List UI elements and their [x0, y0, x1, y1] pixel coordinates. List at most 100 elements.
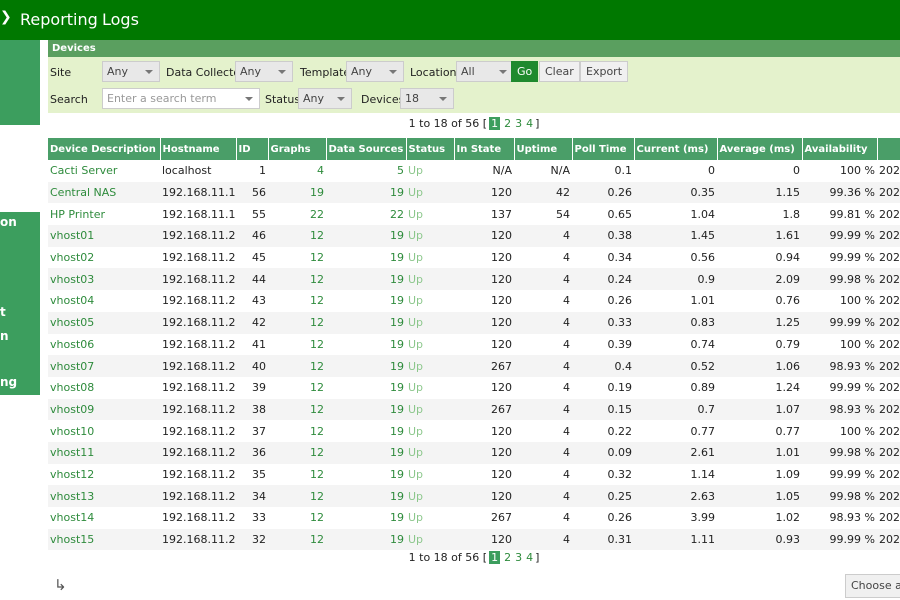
filter-select[interactable]: 18 — [400, 88, 454, 109]
table-cell: 0.9 — [634, 268, 717, 291]
filter-select[interactable]: All — [456, 61, 514, 82]
filter-select[interactable]: Any — [102, 61, 160, 82]
table-cell[interactable]: vhost06 — [50, 337, 95, 351]
column-header[interactable]: Hostname — [160, 138, 237, 160]
table-cell[interactable]: 12 — [310, 381, 324, 395]
table-cell[interactable]: 5 — [397, 164, 404, 178]
page-link[interactable]: 1 — [489, 551, 501, 564]
table-cell[interactable]: 12 — [268, 485, 326, 507]
column-header[interactable]: Graphs — [268, 138, 327, 160]
table-cell[interactable]: 12 — [268, 268, 326, 291]
table-cell[interactable]: 19 — [326, 311, 406, 334]
table-cell[interactable]: HP Printer — [50, 207, 105, 221]
table-cell[interactable]: 12 — [268, 528, 326, 551]
filter-select[interactable]: Any — [346, 61, 404, 82]
table-cell[interactable]: 4 — [317, 164, 324, 178]
table-cell[interactable]: 12 — [310, 337, 324, 351]
table-cell[interactable]: vhost01 — [48, 225, 160, 247]
column-header[interactable]: Current (ms) — [634, 138, 718, 160]
column-header[interactable]: Availability — [802, 138, 878, 160]
table-cell[interactable]: vhost11 — [48, 441, 160, 464]
menu-chevron[interactable]: ❯ — [0, 9, 12, 25]
page-link[interactable]: 3 — [515, 117, 523, 130]
table-cell[interactable]: 12 — [310, 251, 324, 265]
table-cell[interactable]: 19 — [390, 511, 404, 525]
table-cell[interactable]: Central NAS — [48, 181, 160, 204]
column-header[interactable]: In State — [454, 138, 515, 160]
filter-button[interactable]: Clear — [539, 61, 580, 82]
filter-button[interactable]: Go — [511, 61, 539, 82]
table-cell[interactable]: Cacti Server — [50, 164, 118, 178]
table-cell[interactable]: 19 — [390, 381, 404, 395]
table-cell[interactable]: 19 — [326, 485, 406, 507]
table-cell[interactable]: 19 — [326, 355, 406, 377]
page-link[interactable]: 4 — [526, 551, 534, 564]
column-header[interactable]: Poll Time — [572, 138, 635, 160]
table-cell[interactable]: 22 — [390, 207, 404, 221]
column-header[interactable]: Average (ms) — [717, 138, 803, 160]
table-cell[interactable]: 12 — [268, 398, 326, 421]
table-cell[interactable]: 19 — [268, 181, 326, 204]
sidebar-item[interactable]: on — [0, 215, 17, 229]
table-cell[interactable]: 12 — [268, 441, 326, 464]
action-select[interactable]: Choose an — [845, 574, 900, 598]
table-cell[interactable]: vhost07 — [48, 355, 160, 377]
table-cell[interactable]: 22 — [310, 207, 324, 221]
table-cell[interactable]: vhost13 — [48, 485, 160, 507]
table-cell: 202 — [879, 467, 900, 481]
table-cell[interactable]: 12 — [268, 311, 326, 334]
table-cell[interactable]: 19 — [326, 528, 406, 551]
table-cell[interactable]: 12 — [310, 294, 324, 308]
table-cell: 137 — [491, 207, 512, 221]
table-cell: 2.09 — [717, 268, 802, 291]
page-link[interactable]: 3 — [515, 551, 523, 564]
table-cell[interactable]: vhost14 — [50, 511, 95, 525]
table-cell[interactable]: vhost05 — [48, 311, 160, 334]
column-header[interactable]: Device Description — [48, 138, 161, 160]
nav-item[interactable]: Logs — [102, 10, 139, 29]
column-header[interactable]: Data Sources — [326, 138, 407, 160]
table-cell: 4 — [514, 225, 572, 247]
table-cell[interactable]: 19 — [390, 337, 404, 351]
table-cell[interactable]: 19 — [390, 424, 404, 438]
column-header[interactable]: Uptime — [514, 138, 573, 160]
table-cell[interactable]: 19 — [326, 181, 406, 204]
table-cell[interactable]: 12 — [310, 424, 324, 438]
table-cell[interactable]: 12 — [310, 467, 324, 481]
table-cell[interactable]: vhost15 — [48, 528, 160, 551]
table-cell[interactable]: vhost03 — [48, 268, 160, 291]
table-cell[interactable]: 19 — [326, 398, 406, 421]
table-cell: 45 — [252, 251, 266, 265]
table-row: vhost10 192.168.11.210 37 12 19 Up 120 4 0.22 0.7… — [48, 420, 900, 442]
column-header[interactable]: ID — [236, 138, 269, 160]
table-cell[interactable]: 19 — [326, 268, 406, 291]
page-link[interactable]: 4 — [526, 117, 534, 130]
filter-button[interactable]: Export — [580, 61, 629, 82]
table-cell[interactable]: vhost09 — [48, 398, 160, 421]
table-cell[interactable]: vhost10 — [50, 424, 95, 438]
table-cell[interactable]: vhost02 — [50, 251, 95, 265]
table-cell[interactable]: 19 — [390, 467, 404, 481]
sidebar-item[interactable]: t — [0, 305, 6, 319]
table-cell[interactable]: 12 — [268, 355, 326, 377]
column-header[interactable] — [877, 138, 900, 160]
sidebar-item[interactable]: n — [0, 329, 9, 343]
table-cell[interactable]: 19 — [390, 294, 404, 308]
nav-item[interactable]: Reporting — [20, 10, 98, 29]
search-input[interactable]: Enter a search term — [102, 88, 260, 109]
sidebar-item[interactable]: ng — [0, 375, 18, 389]
table-cell[interactable]: 19 — [390, 251, 404, 265]
table-cell[interactable]: 19 — [326, 441, 406, 464]
column-header[interactable]: Status — [406, 138, 455, 160]
page-link[interactable]: 2 — [504, 551, 512, 564]
page-link[interactable]: 1 — [489, 117, 501, 130]
table-cell[interactable]: vhost04 — [50, 294, 95, 308]
table-cell[interactable]: vhost12 — [50, 467, 95, 481]
table-cell[interactable]: vhost08 — [50, 381, 95, 395]
table-cell[interactable]: 12 — [310, 511, 324, 525]
table-cell[interactable]: 19 — [326, 225, 406, 247]
filter-select[interactable]: Any — [235, 61, 293, 82]
filter-select[interactable]: Any — [298, 88, 352, 109]
table-cell[interactable]: 12 — [268, 225, 326, 247]
page-link[interactable]: 2 — [504, 117, 512, 130]
